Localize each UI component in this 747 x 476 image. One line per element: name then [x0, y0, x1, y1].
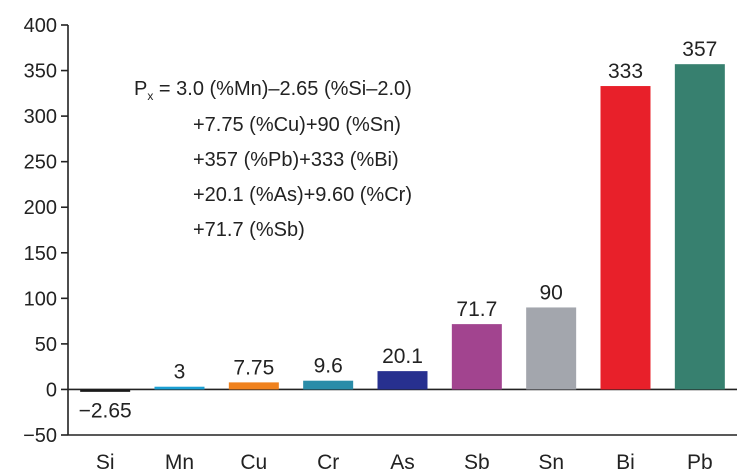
formula-line-2: +7.75 (%Cu)+90 (%Sn) — [193, 114, 401, 136]
y-tick-label: 150 — [24, 243, 57, 265]
data-label-cr: 9.6 — [314, 355, 343, 378]
y-tick-label: 350 — [24, 61, 57, 83]
bar-cu — [228, 382, 279, 390]
y-tick-label: 250 — [24, 152, 57, 174]
bar-sn — [526, 307, 577, 390]
y-tick-label: 0 — [46, 379, 57, 401]
data-labels: −2.65 3 7.75 9.6 20.1 71.7 90 333 357 — [79, 38, 718, 422]
data-label-sb: 71.7 — [456, 298, 497, 321]
category-label-cr: Cr — [317, 451, 339, 474]
bar-sb — [451, 324, 502, 390]
data-label-mn: 3 — [174, 361, 186, 384]
formula-line-1-text: = 3.0 (%Mn)–2.65 (%Si–2.0) — [153, 78, 411, 100]
y-ticks: −50 0 50 100 150 200 250 300 350 400 — [23, 15, 68, 447]
data-label-si: −2.65 — [79, 399, 132, 422]
formula-line-5: +71.7 (%Sb) — [193, 219, 305, 241]
formula-line-3: +357 (%Pb)+333 (%Bi) — [193, 149, 399, 171]
category-labels: Si Mn Cu Cr As Sb Sn Bi Pb — [96, 451, 713, 474]
data-label-sn: 90 — [539, 281, 562, 304]
bar-mn — [154, 386, 205, 390]
formula-annotation: Px = 3.0 (%Mn)–2.65 (%Si–2.0) +7.75 (%Cu… — [134, 78, 412, 241]
category-label-as: As — [390, 451, 415, 474]
y-tick-label: −50 — [23, 425, 57, 447]
formula-subscript: x — [147, 89, 153, 103]
y-tick-label: 200 — [24, 197, 57, 219]
category-label-sb: Sb — [464, 451, 490, 474]
formula-line-4: +20.1 (%As)+9.60 (%Cr) — [193, 184, 412, 206]
category-label-sn: Sn — [538, 451, 564, 474]
data-label-pb: 357 — [682, 38, 717, 61]
y-tick-label: 100 — [24, 288, 57, 310]
data-label-cu: 7.75 — [233, 356, 274, 379]
category-label-bi: Bi — [616, 451, 635, 474]
category-label-mn: Mn — [165, 451, 194, 474]
bar-cr — [303, 380, 354, 390]
data-label-bi: 333 — [608, 60, 643, 83]
formula-lead: P — [134, 78, 147, 100]
category-label-cu: Cu — [240, 451, 267, 474]
y-tick-label: 400 — [24, 15, 57, 37]
bar-bi — [600, 86, 651, 390]
bar-as — [377, 371, 428, 390]
bars — [80, 64, 725, 392]
y-tick-label: 300 — [24, 106, 57, 128]
y-tick-label: 50 — [35, 334, 57, 356]
category-label-si: Si — [96, 451, 115, 474]
bar-si — [80, 389, 131, 392]
category-label-pb: Pb — [687, 451, 713, 474]
data-label-as: 20.1 — [382, 345, 423, 368]
formula-line-1: Px = 3.0 (%Mn)–2.65 (%Si–2.0) — [134, 78, 412, 103]
bar-pb — [674, 64, 725, 390]
